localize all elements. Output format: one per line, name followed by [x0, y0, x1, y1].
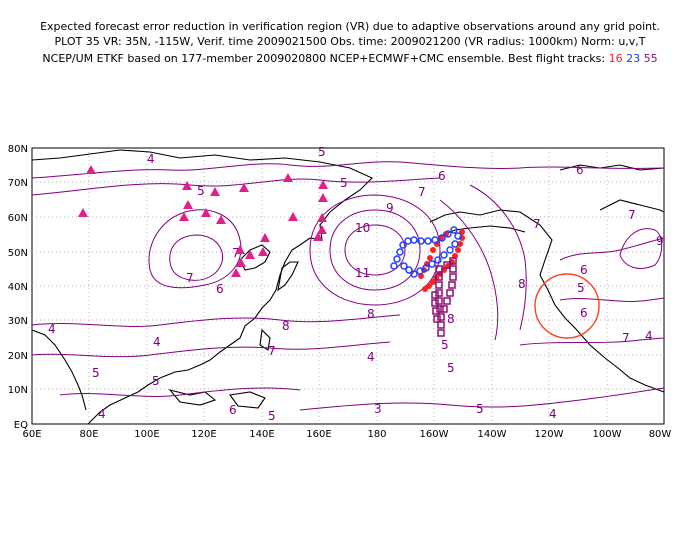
contour-label: 5 — [577, 281, 585, 295]
contour-label: 8 — [518, 277, 526, 291]
contour-label: 6 — [580, 306, 588, 320]
contour-label: 9 — [386, 201, 394, 215]
contour-label: 4 — [549, 407, 557, 421]
contour-label: 6 — [229, 403, 237, 417]
lon-label: 120W — [535, 429, 564, 440]
latitude-labels: 80N 70N 60N 50N 40N 30N 20N 10N EQ — [8, 144, 28, 431]
lat-label: 70N — [8, 178, 28, 189]
contour-label: 6 — [580, 263, 588, 277]
contour-label: 5 — [318, 145, 326, 159]
contour-label: 7 — [418, 185, 426, 199]
track-16-label: 16 — [608, 52, 623, 65]
triangle-marker — [183, 200, 193, 209]
title-line-1: Expected forecast error reduction in ver… — [40, 20, 660, 33]
triangle-marker — [236, 258, 246, 267]
contour-label: 5 — [268, 409, 276, 423]
lat-label: 50N — [8, 248, 28, 259]
triangle-marker — [245, 250, 255, 259]
lon-label: 80W — [649, 429, 672, 440]
contour-label: 9 — [656, 234, 664, 248]
lon-label: 80E — [79, 429, 98, 440]
lon-label: 120E — [191, 429, 216, 440]
triangle-marker — [318, 193, 328, 202]
triangle-marker — [86, 165, 96, 174]
coastlines — [31, 149, 665, 425]
triangle-marker — [260, 233, 270, 242]
contour-label: 5 — [152, 374, 160, 388]
triangle-marker — [231, 268, 241, 277]
triangle-marker — [78, 208, 88, 217]
lat-label: EQ — [14, 420, 28, 431]
triangle-marker — [239, 183, 249, 192]
contour-label: 5 — [441, 338, 449, 352]
contour-label: 7 — [268, 344, 276, 358]
contour-label: 8 — [447, 312, 455, 326]
track-55-label: 55 — [643, 52, 658, 65]
title-line-3: NCEP/UM ETKF based on 177-member 2009020… — [0, 52, 700, 65]
title-line-3-prefix: NCEP/UM ETKF based on 177-member 2009020… — [42, 52, 606, 65]
lat-label: 60N — [8, 213, 28, 224]
lon-label: 100W — [593, 429, 622, 440]
contour-label: 4 — [48, 322, 56, 336]
lon-label: 140W — [478, 429, 507, 440]
triangle-marker — [179, 212, 189, 221]
contour-label: 4 — [645, 329, 653, 343]
lat-label: 40N — [8, 282, 28, 293]
lon-label: 140E — [249, 429, 274, 440]
lat-label: 20N — [8, 351, 28, 362]
lat-label: 30N — [8, 316, 28, 327]
lon-label: 180 — [367, 429, 386, 440]
flight-track-23 — [390, 226, 462, 278]
contour-lines — [31, 161, 665, 411]
contour-label: 5 — [92, 366, 100, 380]
contour-label: 11 — [355, 266, 370, 280]
contour-label: 5 — [476, 402, 484, 416]
contour-label-group: 4 5 6 7 9 10 11 8 5 6 7 7 4 5 6 5 7 8 8 … — [48, 145, 664, 423]
verification-region-circle — [534, 273, 600, 339]
triangle-marker — [216, 215, 226, 224]
contour-label: 6 — [438, 169, 446, 183]
triangle-marker — [182, 181, 192, 190]
triangle-marker — [313, 232, 323, 241]
contour-label: 5 — [197, 184, 205, 198]
triangle-marker — [235, 245, 245, 254]
contour-label: 7 — [186, 271, 194, 285]
triangle-marker — [258, 247, 268, 256]
lon-label: 160E — [306, 429, 331, 440]
track-23-label: 23 — [626, 52, 641, 65]
contour-label: 4 — [98, 407, 106, 421]
contour-label: 7 — [628, 208, 636, 222]
flight-track-55 — [431, 257, 457, 337]
title-line-2: PLOT 35 VR: 35N, -115W, Verif. time 2009… — [54, 35, 646, 48]
triangle-marker — [283, 173, 293, 182]
lat-label: 80N — [8, 144, 28, 155]
contour-label: 4 — [147, 152, 155, 166]
contour-label: 5 — [340, 176, 348, 190]
contour-label: 6 — [576, 163, 584, 177]
triangle-marker — [318, 180, 328, 189]
triangle-marker — [201, 208, 211, 217]
triangle-marker — [317, 213, 327, 222]
contour-label: 10 — [355, 221, 370, 235]
triangle-marker — [210, 187, 220, 196]
contour-label: 6 — [216, 282, 224, 296]
contour-label: 8 — [367, 307, 375, 321]
lat-label: 10N — [8, 385, 28, 396]
lon-label: 160W — [420, 429, 449, 440]
contour-label: 7 — [622, 331, 630, 345]
contour-label: 4 — [153, 335, 161, 349]
lon-label: 100E — [134, 429, 159, 440]
contour-label: 8 — [282, 319, 290, 333]
triangle-marker — [317, 225, 327, 234]
contour-label: 4 — [367, 350, 375, 364]
contour-label: 5 — [447, 361, 455, 375]
contour-label: 3 — [374, 402, 382, 416]
observation-site-markers — [78, 165, 328, 277]
triangle-marker — [288, 212, 298, 221]
contour-label: 7 — [533, 217, 541, 231]
longitude-labels: 60E 80E 100E 120E 140E 160E 180 160W 140… — [22, 429, 671, 440]
lon-label: 60E — [22, 429, 41, 440]
